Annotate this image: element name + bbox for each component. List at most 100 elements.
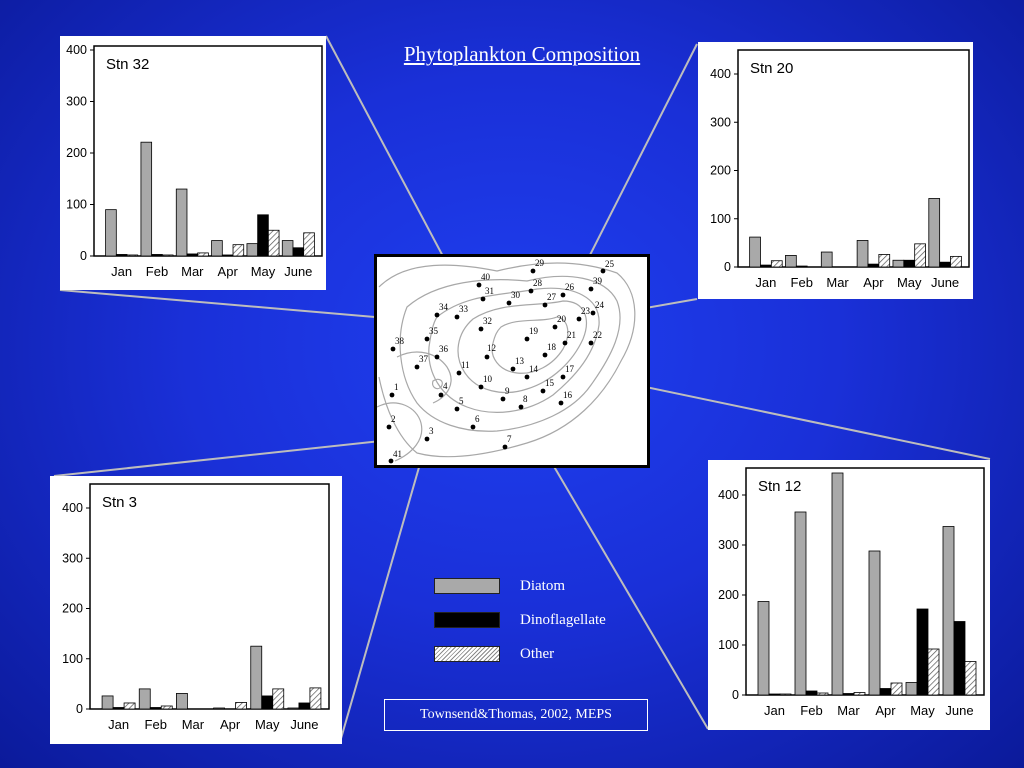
citation-box: Townsend&Thomas, 2002, MEPS	[384, 699, 648, 731]
station-dot-14	[524, 374, 530, 380]
callout-line-stn3-top	[53, 435, 429, 477]
bar-dinoflagellate	[916, 608, 929, 696]
station-dot-5	[454, 406, 460, 412]
bar-diatom	[246, 243, 259, 257]
chart-panel-stn20: 0 100 200 300 400 Stn 20 Jan Feb Mar Apr May June	[698, 42, 973, 299]
station-dot-20	[552, 324, 558, 330]
station-label-24: 24	[595, 300, 605, 310]
station-label-13: 13	[515, 356, 525, 366]
bar-other	[964, 661, 977, 696]
station-label-37: 37	[419, 354, 429, 364]
station-label-23: 23	[581, 306, 591, 316]
bar-diatom	[785, 255, 797, 268]
bar-diatom	[928, 198, 941, 268]
legend-label-dinoflagellate: Dinoflagellate	[520, 611, 606, 628]
x-tick-label: May	[255, 717, 280, 732]
bar-other	[267, 229, 280, 257]
bar-dinoflagellate	[151, 254, 163, 257]
x-tick-label: Mar	[837, 703, 860, 718]
bar-dinoflagellate	[903, 259, 916, 268]
y-tick-label: 200	[710, 164, 731, 178]
bar-diatom	[213, 707, 225, 710]
station-dot-22	[588, 340, 594, 346]
station-label-2: 2	[391, 414, 396, 424]
y-tick-label: 400	[718, 488, 739, 502]
station-dot-13	[510, 366, 516, 372]
bar-dinoflagellate	[867, 263, 880, 268]
x-tick-label: May	[910, 703, 935, 718]
y-tick-label: 200	[62, 602, 83, 616]
bar-diatom	[281, 240, 294, 257]
legend-item-dinoflagellate: Dinoflagellate	[434, 603, 606, 637]
station-label-40: 40	[481, 272, 491, 282]
station-dot-32	[478, 326, 484, 332]
chart-title: Stn 20	[750, 60, 793, 77]
bar-dinoflagellate	[805, 690, 818, 696]
y-tick-label: 400	[710, 67, 731, 81]
bar-diatom	[942, 526, 955, 696]
station-dot-18	[542, 352, 548, 358]
chart-panel-stn32: 0 100 200 300 400 Stn 32 Jan Feb Mar Apr May June	[60, 36, 326, 290]
chart-panel-stn3: 0 100 200 300 400 Stn 3 Jan Feb Mar Apr May June	[50, 476, 342, 744]
legend-label-other: Other	[520, 645, 555, 662]
bar-diatom	[101, 695, 114, 710]
station-label-32: 32	[483, 316, 492, 326]
bar-chart-stn32: 0 100 200 300 400 Stn 32 Jan Feb Mar Apr May June	[66, 43, 323, 279]
legend-label-diatom: Diatom	[520, 577, 565, 594]
station-label-34: 34	[439, 302, 449, 312]
station-label-28: 28	[533, 278, 543, 288]
station-label-16: 16	[563, 390, 573, 400]
bar-diatom	[140, 141, 153, 257]
station-dot-39	[588, 286, 594, 292]
bar-diatom	[287, 707, 300, 710]
station-dot-27	[542, 302, 548, 308]
y-tick-label: 300	[62, 551, 83, 565]
bar-other	[160, 705, 173, 710]
x-tick-label: June	[945, 703, 973, 718]
bar-diatom	[794, 511, 807, 696]
plot-frame	[89, 483, 330, 710]
station-dot-4	[438, 392, 444, 398]
bar-other	[272, 688, 285, 710]
bar-dinoflagellate	[953, 621, 966, 696]
station-label-35: 35	[429, 326, 439, 336]
bar-diatom	[757, 601, 770, 696]
station-label-4: 4	[443, 381, 448, 391]
y-tick-label: 400	[62, 501, 83, 515]
bar-other	[161, 254, 174, 257]
station-dot-41	[388, 458, 394, 464]
bar-other	[126, 254, 139, 257]
station-dot-38	[390, 346, 396, 352]
station-label-21: 21	[567, 330, 576, 340]
station-dot-15	[540, 388, 546, 394]
y-tick-label: 200	[66, 146, 87, 160]
station-dot-34	[434, 312, 440, 318]
station-dot-35	[424, 336, 430, 342]
x-tick-label: June	[290, 717, 318, 732]
bar-diatom	[138, 688, 151, 710]
station-dot-1	[389, 392, 395, 398]
bar-diatom	[892, 259, 905, 268]
station-dot-19	[524, 336, 530, 342]
station-label-33: 33	[459, 304, 469, 314]
bar-diatom	[831, 472, 844, 696]
station-dot-25	[600, 268, 606, 274]
chart-title: Stn 12	[758, 478, 801, 495]
y-tick-label: 100	[718, 638, 739, 652]
station-label-5: 5	[459, 396, 464, 406]
bar-other	[197, 252, 209, 257]
x-tick-label: Mar	[181, 264, 204, 279]
x-tick-label: May	[897, 275, 922, 290]
x-tick-label: Jan	[755, 275, 776, 290]
station-label-41: 41	[393, 449, 402, 459]
bar-diatom	[105, 209, 117, 257]
bar-dinoflagellate	[112, 707, 125, 710]
station-dot-33	[454, 314, 460, 320]
bar-other	[123, 702, 136, 710]
bar-dinoflagellate	[149, 707, 162, 710]
station-label-27: 27	[547, 292, 557, 302]
station-dot-17	[560, 374, 566, 380]
y-tick-label: 0	[80, 249, 87, 263]
